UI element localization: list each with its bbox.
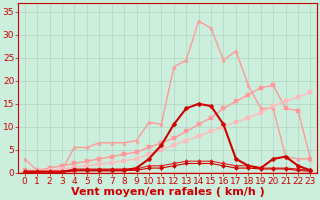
X-axis label: Vent moyen/en rafales ( km/h ): Vent moyen/en rafales ( km/h ) — [71, 187, 264, 197]
